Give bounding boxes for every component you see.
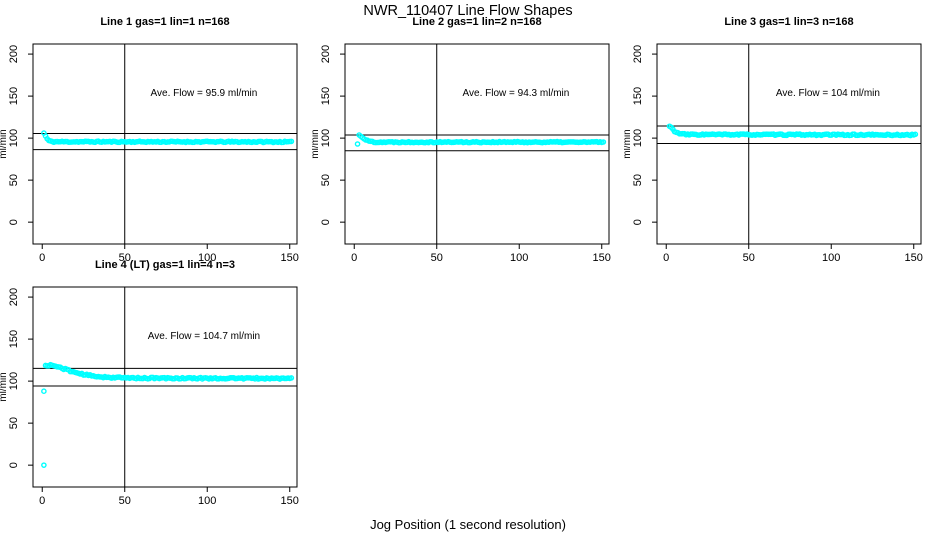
x-tick-label: 0	[39, 495, 45, 507]
x-tick-label: 100	[198, 495, 216, 507]
ave-flow-annotation: Ave. Flow = 94.3 ml/min	[463, 88, 570, 99]
y-tick-label: 100	[8, 129, 20, 147]
x-axis-label: Jog Position (1 second resolution)	[370, 517, 566, 532]
x-tick-label: 0	[351, 252, 357, 264]
data-point-outlier	[41, 462, 47, 468]
panel-line-2: Line 2 gas=1 lin=2 n=168 0 50 100 150 0 50 100…	[312, 13, 624, 265]
y-tick-label: 0	[8, 462, 20, 468]
y-tick-label: 200	[632, 45, 644, 63]
x-tick-label: 100	[510, 252, 528, 264]
ave-flow-annotation: Ave. Flow = 104.7 ml/min	[148, 331, 260, 342]
panel-line-4-title: Line 4 (LT) gas=1 lin=4 n=3	[94, 259, 236, 271]
x-tick-label: 150	[281, 252, 299, 264]
plot-box	[344, 43, 610, 245]
data-point	[288, 138, 295, 145]
y-tick-label: 0	[8, 219, 20, 225]
panel-line-4: Line 4 (LT) gas=1 lin=4 n=3 0 50 100 150 0 50…	[0, 256, 312, 508]
y-tick-label: 0	[320, 219, 332, 225]
panel-line-1-title: Line 1 gas=1 lin=1 n=168	[100, 16, 230, 28]
scatter-points	[666, 123, 919, 139]
data-point	[288, 375, 295, 381]
x-tick-label: 50	[431, 252, 443, 264]
y-tick-label: 50	[8, 174, 20, 186]
x-tick-label: 0	[39, 252, 45, 264]
panel-line-3-plot: 0 50 100 150 0 50 100 150 200 ml/min Ave. Flow = 1…	[624, 43, 923, 264]
data-point-outlier	[41, 388, 47, 395]
y-tick-label: 150	[8, 87, 20, 105]
panel-line-1-plot: 0 50 100 150 0 50 100 150 200 ml/min Ave. Flow = 9…	[0, 43, 299, 264]
y-tick-label: 100	[632, 129, 644, 147]
plot-box	[32, 43, 298, 245]
x-tick-label: 100	[822, 252, 840, 264]
y-tick-label: 100	[320, 129, 332, 147]
panel-line-2-plot: 0 50 100 150 0 50 100 150 200 ml/min Ave. Flow = 9…	[312, 43, 611, 264]
y-tick-label: 50	[320, 174, 332, 186]
y-axis-label: ml/min	[0, 129, 9, 158]
y-tick-label: 100	[8, 372, 20, 390]
panel-line-1: Line 1 gas=1 lin=1 n=168 0 50 100 150 0 50 100…	[0, 13, 312, 265]
y-tick-label: 200	[320, 45, 332, 63]
x-tick-label: 100	[198, 252, 216, 264]
data-point-outlier	[354, 141, 361, 147]
y-axis-label: ml/min	[312, 129, 321, 158]
plot-box	[32, 286, 298, 488]
x-tick-label: 150	[905, 252, 923, 264]
panel-line-3-title: Line 3 gas=1 lin=3 n=168	[724, 16, 854, 28]
scatter-points	[41, 361, 295, 468]
x-tick-label: 150	[593, 252, 611, 264]
y-axis-label: ml/min	[624, 129, 633, 158]
y-tick-label: 50	[632, 174, 644, 186]
y-tick-label: 150	[632, 87, 644, 105]
main-title: NWR_110407 Line Flow Shapes	[363, 3, 573, 19]
y-tick-label: 150	[320, 87, 332, 105]
ave-flow-annotation: Ave. Flow = 95.9 ml/min	[151, 88, 258, 99]
ave-flow-annotation: Ave. Flow = 104 ml/min	[776, 88, 880, 99]
y-axis-label: ml/min	[0, 372, 9, 401]
x-tick-label: 50	[119, 495, 131, 507]
panel-line-4-plot: 0 50 100 150 0 50 100 150 200 ml/min Ave. Flow = 1…	[0, 286, 299, 507]
x-tick-label: 0	[663, 252, 669, 264]
scatter-points	[354, 132, 607, 147]
x-tick-label: 150	[281, 495, 299, 507]
data-point	[600, 139, 607, 145]
y-tick-label: 0	[632, 219, 644, 225]
panel-line-2-title: Line 2 gas=1 lin=2 n=168	[412, 16, 542, 28]
y-tick-label: 200	[8, 45, 20, 63]
y-tick-label: 150	[8, 330, 20, 348]
scatter-points	[41, 130, 295, 146]
x-tick-label: 50	[119, 252, 131, 264]
data-point	[912, 131, 919, 138]
y-tick-label: 200	[8, 288, 20, 306]
x-tick-label: 50	[743, 252, 755, 264]
panel-line-3: Line 3 gas=1 lin=3 n=168 0 50 100 150 0 50 100…	[624, 13, 936, 265]
y-tick-label: 50	[8, 417, 20, 429]
plot-box	[656, 43, 922, 245]
